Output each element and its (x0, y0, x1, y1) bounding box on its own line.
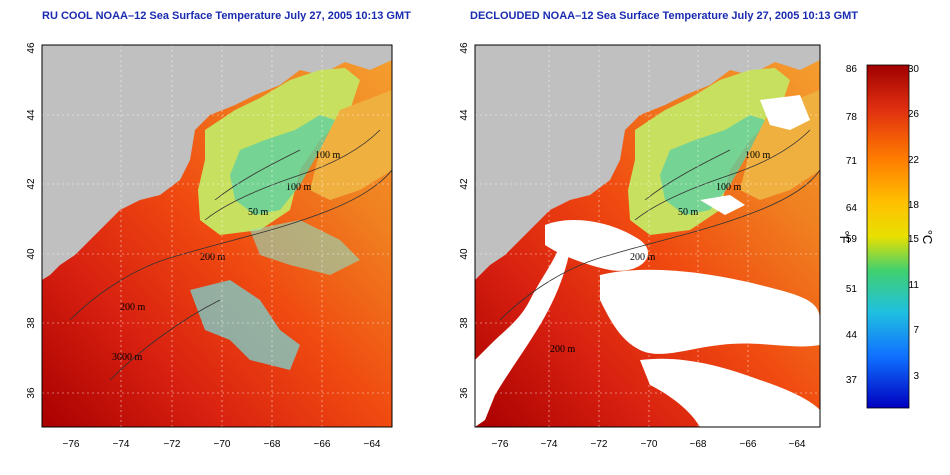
colorbar-f-tick: 44 (846, 330, 858, 341)
right-contours (499, 129, 821, 321)
colorbar-c-tick: 7 (913, 325, 919, 336)
colorbar: 86 78 71 64 59 51 44 37 30 26 22 18 15 1… (837, 64, 935, 409)
right-lat-tick: 46 (459, 42, 470, 54)
right-lon-tick: −72 (591, 439, 608, 450)
right-lon-ticks: −76 −74 −72 −70 −68 −66 −64 (492, 439, 806, 450)
right-contour-100m (634, 129, 811, 221)
right-contour-200m (499, 169, 821, 321)
colorbar-f-tick: 86 (846, 64, 858, 75)
left-contour-label-4: 200 m (200, 252, 226, 263)
left-lon-tick: −64 (364, 439, 381, 450)
right-lat-tick: 44 (459, 109, 470, 121)
right-lon-tick: −66 (740, 439, 757, 450)
right-contour-label-3: 50 m (678, 207, 699, 218)
colorbar-f-ticks: 86 78 71 64 59 51 44 37 (846, 64, 858, 386)
right-land (475, 45, 820, 280)
left-map-frame (41, 44, 393, 428)
colorbar-f-unit: °F (837, 230, 852, 243)
left-lat-tick: 46 (26, 42, 37, 54)
right-panel-title: DECLOUDED NOAA–12 Sea Surface Temperatur… (470, 10, 859, 22)
colorbar-c-ticks: 30 26 22 18 15 11 7 3 (908, 64, 920, 382)
left-contour-200m (69, 169, 393, 321)
left-lon-ticks: −76 −74 −72 −70 −68 −66 −64 (63, 439, 381, 450)
left-contour-label-6: 3000 m (112, 352, 143, 363)
left-contour-3000m (109, 299, 221, 381)
right-lat-ticks: 36 38 40 42 44 46 (459, 42, 470, 399)
left-contour-100m (204, 129, 381, 221)
colorbar-c-tick: 22 (908, 155, 920, 166)
right-map-frame (474, 44, 821, 428)
left-land (42, 45, 392, 280)
colorbar-f-tick: 64 (846, 203, 858, 214)
right-lat-tick: 36 (459, 387, 470, 399)
right-lon-tick: −74 (541, 439, 558, 450)
right-cool-core (660, 115, 765, 215)
colorbar-c-tick: 18 (908, 200, 920, 211)
colorbar-c-tick: 15 (908, 234, 920, 245)
right-lat-tick: 40 (459, 248, 470, 260)
right-lat-tick: 38 (459, 317, 470, 329)
colorbar-c-tick: 26 (908, 109, 920, 120)
left-contour-50m (214, 149, 301, 201)
right-contour-label-1: 100 m (745, 150, 771, 161)
right-contour-label-2: 100 m (716, 182, 742, 193)
colorbar-gradient (866, 64, 910, 409)
left-cyan-patch (190, 280, 300, 370)
left-lat-tick: 44 (26, 109, 37, 121)
right-lon-tick: −64 (789, 439, 806, 450)
colorbar-f-tick: 51 (846, 284, 858, 295)
colorbar-c-unit: °C (920, 230, 935, 245)
left-contour-label-5: 200 m (120, 302, 146, 313)
left-lon-tick: −74 (113, 439, 130, 450)
colorbar-f-tick: 71 (846, 156, 858, 167)
colorbar-c-tick: 30 (908, 64, 920, 75)
right-contour-label-4: 200 m (630, 252, 656, 263)
right-contour-label-5: 200 m (550, 344, 576, 355)
right-contour-labels: 100 m 100 m 50 m 200 m 200 m (550, 150, 771, 355)
left-contour-label-3: 50 m (248, 207, 269, 218)
right-contour-50m (644, 149, 731, 201)
left-contour-labels: 100 m 100 m 50 m 200 m 200 m 3000 m (112, 150, 341, 363)
right-lat-tick: 42 (459, 178, 470, 190)
colorbar-c-tick: 11 (909, 280, 920, 291)
right-lon-tick: −76 (492, 439, 509, 450)
left-lon-tick: −68 (264, 439, 281, 450)
left-lat-ticks: 36 38 40 42 44 46 (26, 42, 37, 399)
left-cool-core (230, 115, 335, 215)
right-map-panel: 100 m 100 m 50 m 200 m 200 m −76 −74 −72… (459, 42, 821, 450)
right-gridlines (475, 45, 820, 427)
left-lon-tick: −66 (314, 439, 331, 450)
colorbar-f-tick: 59 (846, 234, 858, 245)
left-lat-tick: 40 (26, 248, 37, 260)
colorbar-c-tick: 3 (913, 371, 919, 382)
left-lat-tick: 42 (26, 178, 37, 190)
left-contour-label-2: 100 m (286, 182, 312, 193)
right-lon-tick: −68 (690, 439, 707, 450)
left-lon-tick: −76 (63, 439, 80, 450)
right-lon-tick: −70 (641, 439, 658, 450)
left-gridlines (42, 45, 392, 427)
left-panel-title: RU COOL NOAA–12 Sea Surface Temperature … (42, 10, 411, 22)
left-cyan-patch-2 (250, 220, 360, 275)
left-contour-label-1: 100 m (315, 150, 341, 161)
left-lon-tick: −70 (214, 439, 231, 450)
colorbar-f-tick: 78 (846, 112, 858, 123)
left-lat-tick: 36 (26, 387, 37, 399)
left-map-panel: 100 m 100 m 50 m 200 m 200 m 3000 m −76 … (26, 42, 393, 450)
left-contours (69, 129, 393, 381)
left-warm-north (310, 90, 392, 200)
colorbar-f-tick: 37 (846, 375, 858, 386)
left-lat-tick: 38 (26, 317, 37, 329)
right-cloud-mask (475, 95, 820, 427)
left-lon-tick: −72 (164, 439, 181, 450)
